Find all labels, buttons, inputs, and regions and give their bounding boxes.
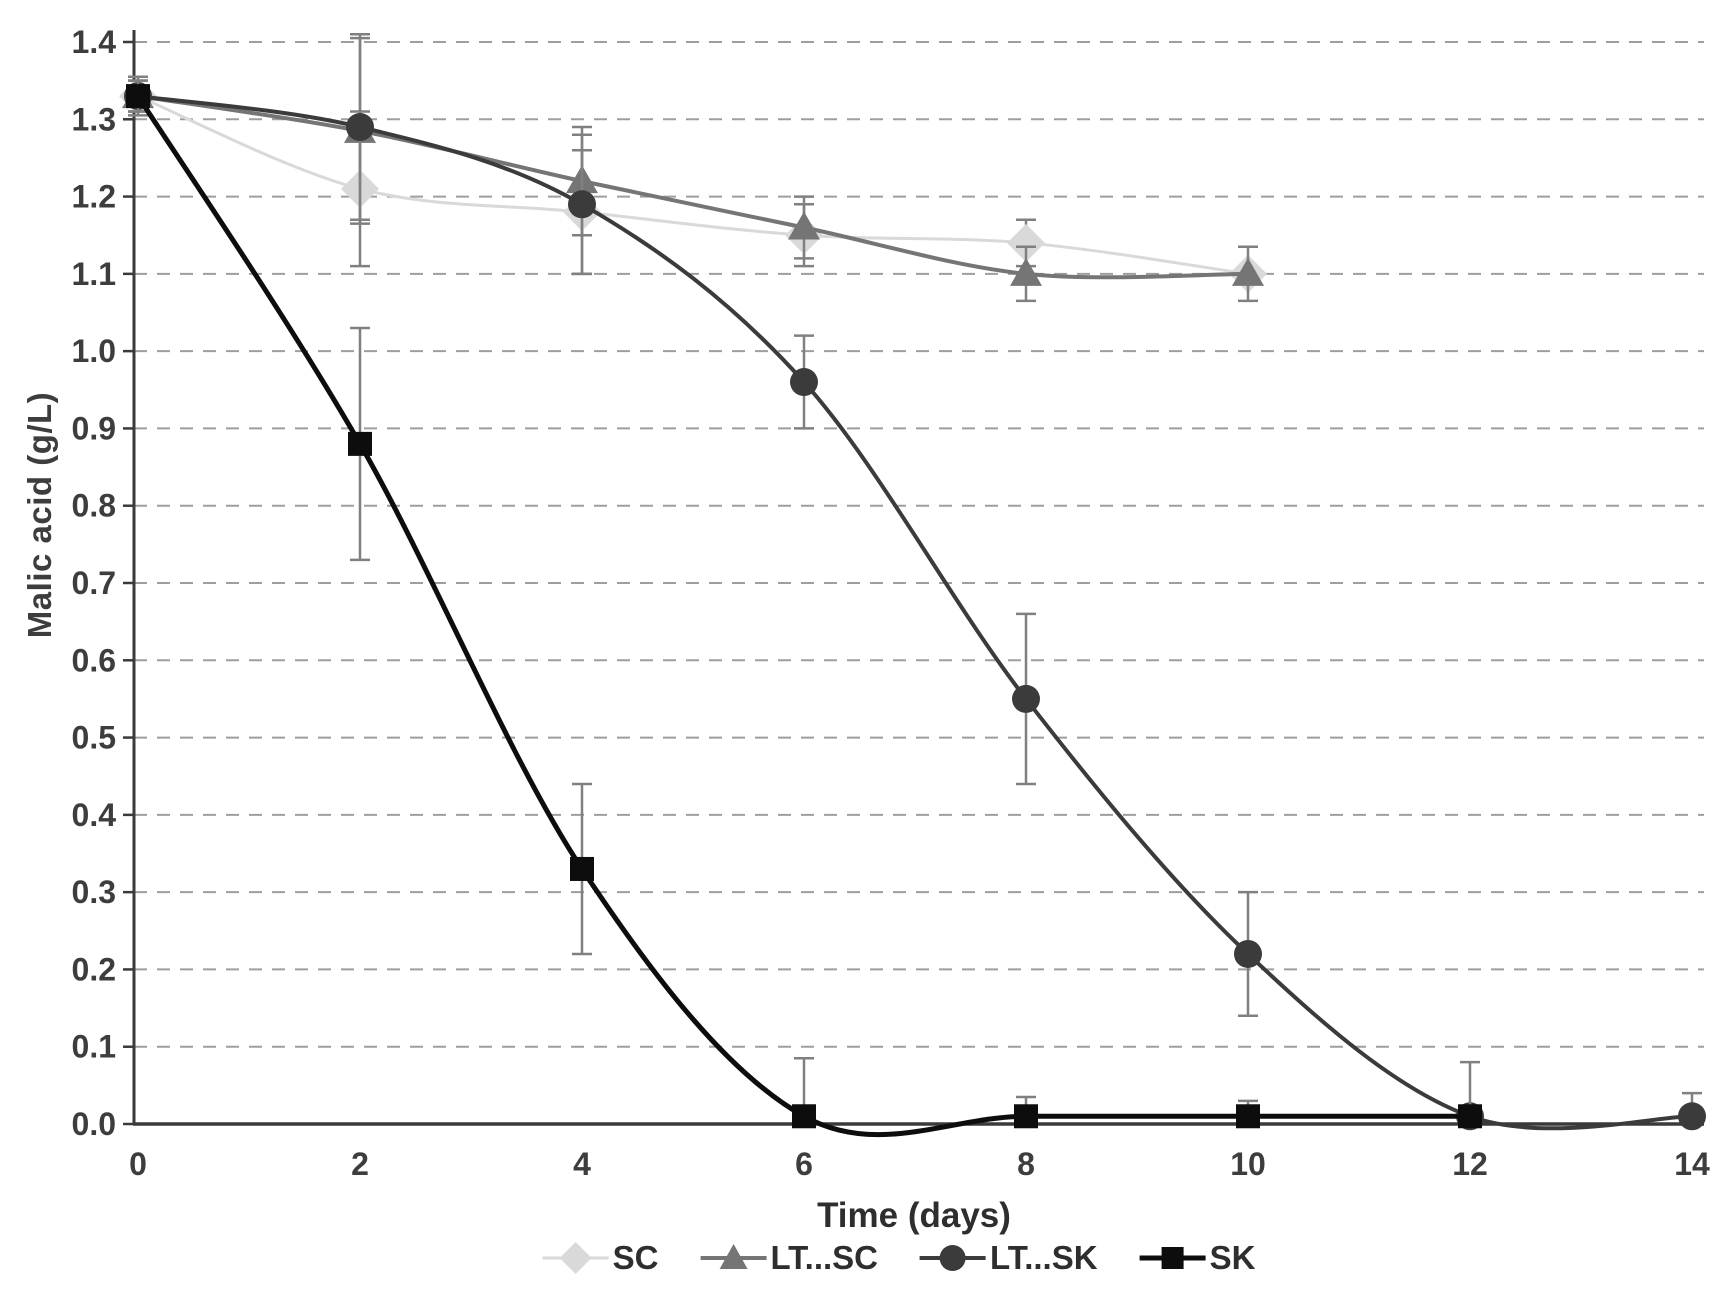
legend-marker-lt-sk [920, 1245, 986, 1271]
lt-sk-line [136, 94, 1694, 1131]
lt-sk-marker [1678, 1102, 1706, 1131]
lt-sk-marker [1234, 939, 1262, 968]
y-axis-title: Malic acid (g/L) [21, 391, 58, 639]
x-tick-label: 8 [1017, 1146, 1035, 1182]
x-tick-label: 2 [351, 1146, 369, 1182]
sc-marker [1007, 223, 1045, 262]
lt-sc-line [136, 94, 1250, 280]
series-sk [126, 75, 1482, 1138]
legend-label-sc: SC [612, 1239, 659, 1276]
legend-item-sc: SC [541, 1236, 659, 1280]
y-tick-label: 0.1 [72, 1029, 116, 1065]
legend-marker-sk [1139, 1247, 1206, 1269]
y-tick-label: 0.4 [72, 797, 117, 833]
legend-glyph [559, 1242, 592, 1274]
sk-marker [1458, 1104, 1482, 1129]
legend-marker-sc [542, 1242, 609, 1274]
legend-item-sk: SK [1138, 1236, 1256, 1280]
legend-glyph [940, 1245, 966, 1271]
sk-marker [348, 431, 372, 456]
x-tick-label: 6 [795, 1146, 813, 1182]
legend-item-lt-sc: LT...SC [698, 1236, 878, 1280]
y-tick-label: 0.8 [72, 488, 116, 524]
y-tick-label: 0.6 [72, 642, 116, 678]
y-tick-label: 0.3 [72, 874, 116, 910]
y-tick-label: 1.1 [72, 256, 116, 292]
y-tick-label: 1.2 [72, 179, 116, 215]
lt-sk-marker [790, 368, 818, 397]
legend-glyph [719, 1244, 748, 1269]
lt-sc-marker [1010, 257, 1042, 286]
y-tick-label: 1.4 [72, 24, 117, 60]
x-tick-label: 0 [129, 1146, 147, 1182]
y-tick-label: 0.7 [72, 565, 116, 601]
legend-label-lt-sk: LT...SK [990, 1239, 1098, 1276]
x-tick-label: 4 [573, 1146, 591, 1182]
x-tick-label: 10 [1230, 1146, 1266, 1182]
legend-label-sk: SK [1209, 1239, 1256, 1276]
lt-sk-marker [1012, 684, 1040, 713]
lt-sk-marker [346, 113, 374, 142]
x-tick-label: 14 [1674, 1146, 1710, 1182]
y-tick-label: 1.0 [72, 333, 116, 369]
lt-sc-marker [788, 211, 820, 240]
sk-line [135, 93, 1473, 1138]
sc-line [136, 94, 1250, 276]
x-axis-title: Time (days) [817, 1196, 1011, 1235]
series-lt-sc [122, 36, 1264, 303]
gridlines [134, 41, 1704, 1048]
sk-marker [1014, 1104, 1038, 1129]
sk-marker [570, 856, 594, 881]
y-tick-label: 0.9 [72, 410, 116, 446]
sk-marker [126, 84, 150, 109]
axes: 0.0 0.1 0.2 0.3 0.4 0.5 0.6 0.7 0.8 0.9 1.0 1.1 1.2 1… [72, 24, 1710, 1182]
sk-marker [1236, 1104, 1260, 1129]
y-tick-label: 1.3 [72, 101, 116, 137]
series-sc [119, 77, 1267, 293]
y-tick-label: 0.5 [72, 720, 116, 756]
x-tick-label: 12 [1452, 1146, 1488, 1182]
legend-glyph [1161, 1247, 1184, 1269]
legend-item-lt-sk: LT...SK [918, 1236, 1098, 1280]
lt-sk-marker [568, 190, 596, 219]
lt-sc-marker [1232, 257, 1264, 286]
legend-label-lt-sc: LT...SC [770, 1239, 878, 1276]
legend-marker-lt-sc [700, 1244, 767, 1269]
y-tick-label: 0.0 [72, 1106, 116, 1142]
sk-marker [792, 1104, 816, 1129]
legend: SC LT...SC LT...SK SK [541, 1236, 1256, 1280]
y-tick-label: 0.2 [72, 951, 116, 987]
